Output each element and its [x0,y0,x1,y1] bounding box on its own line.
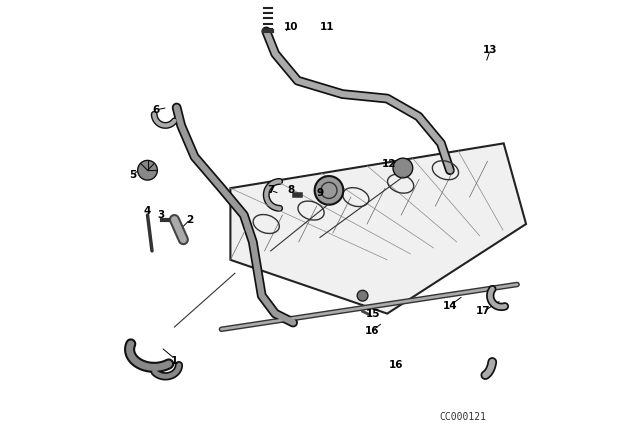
Text: 11: 11 [319,22,334,32]
Text: 3: 3 [157,210,164,220]
Text: 16: 16 [365,326,380,336]
Text: 15: 15 [365,310,380,319]
Text: 14: 14 [443,301,457,310]
Text: 10: 10 [284,22,298,32]
Text: 1: 1 [171,356,178,366]
Circle shape [138,160,157,180]
Text: CC000121: CC000121 [440,412,487,422]
Circle shape [393,158,413,178]
Text: 8: 8 [287,185,294,195]
Text: 12: 12 [382,159,397,168]
Text: 4: 4 [144,206,151,215]
Text: 2: 2 [186,215,194,224]
Text: 6: 6 [153,105,160,115]
Text: 13: 13 [483,45,497,55]
Text: 5: 5 [129,170,136,180]
Text: 16: 16 [389,360,403,370]
Circle shape [315,176,343,205]
Text: 9: 9 [316,188,324,198]
Text: 17: 17 [476,306,491,316]
Circle shape [357,290,368,301]
Text: 7: 7 [267,185,275,195]
Polygon shape [230,143,526,314]
